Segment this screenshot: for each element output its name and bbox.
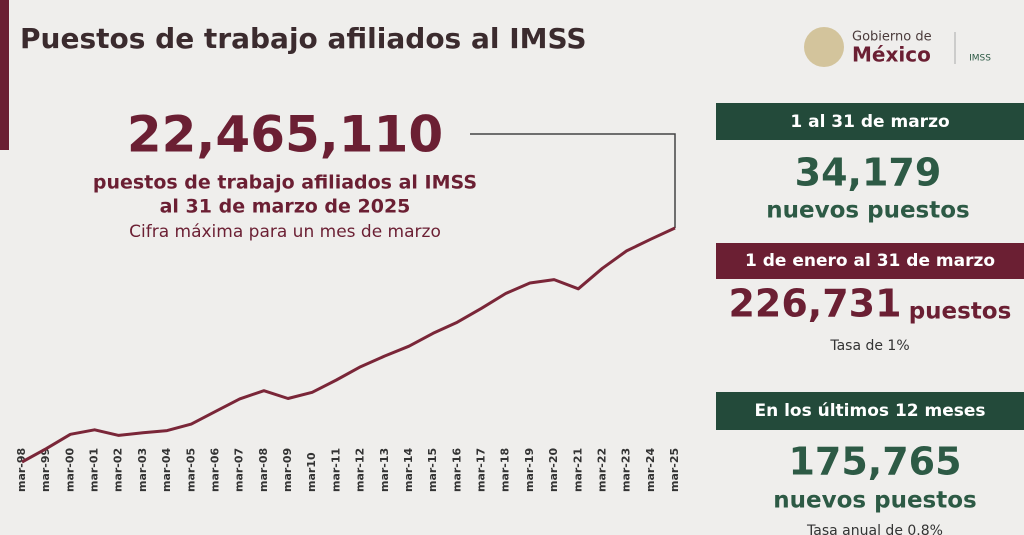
x-tick-label: mar-09	[281, 448, 294, 492]
x-tick-label: mar-06	[208, 447, 221, 492]
line	[21, 226, 676, 464]
x-tick-label: mar-21	[571, 448, 584, 492]
x-tick-label: mar-11	[329, 448, 342, 492]
x-tick-label: mar-01	[88, 448, 101, 492]
card-note: Tasa anual de 0.8%	[806, 523, 943, 535]
x-tick-label: mar-00	[63, 447, 76, 492]
x-tick-label: mar-08	[257, 448, 270, 492]
gov-line2: México	[852, 43, 931, 67]
x-tick-label: mar-05	[184, 448, 197, 492]
x-tick-label: mar-14	[402, 447, 415, 492]
x-tick-label: mar-13	[378, 448, 391, 492]
x-tick-label: mar-24	[644, 447, 657, 492]
imss-logo: IMSS	[969, 54, 991, 64]
annotation-line2: al 31 de marzo de 2025	[160, 196, 411, 218]
x-tick-label: mar-18	[499, 448, 512, 492]
title: Puestos de trabajo afiliados al IMSS	[20, 22, 587, 55]
card-unit: nuevos puestos	[766, 198, 969, 224]
x-tick-label: mar-15	[426, 448, 439, 492]
x-tick-label: mar-16	[450, 447, 463, 492]
x-tick-label: mar-23	[620, 448, 633, 492]
chart: mar-98 mar-99 mar-00 mar-01 mar-02 mar-03 mar-…	[15, 226, 681, 492]
x-tick-label: mar10	[305, 452, 318, 492]
x-tick-label: mar-98	[15, 448, 28, 492]
card-header	[716, 392, 1024, 430]
card-header	[716, 103, 1024, 140]
card-value: 175,765	[788, 440, 961, 484]
card-value: 226,731	[728, 282, 901, 326]
x-tick-label: mar-25	[668, 448, 681, 492]
card-unit: nuevos puestos	[773, 488, 976, 514]
x-tick-label: mar-99	[39, 448, 52, 492]
card-value: 34,179	[795, 151, 942, 195]
x-tick-label: mar-02	[112, 448, 125, 492]
x-tick-label: mar-12	[354, 448, 367, 492]
x-tick-label: mar-03	[136, 448, 149, 492]
annotation-value: 22,465,110	[127, 106, 443, 164]
x-tick-label: mar-04	[160, 447, 173, 492]
logo-emblem	[804, 27, 844, 67]
x-tick-label: mar-22	[595, 448, 608, 492]
card-unit: puestos	[909, 299, 1012, 325]
annotation-note: Cifra máxima para un mes de marzo	[129, 222, 441, 242]
x-tick-label: mar-17	[475, 448, 488, 492]
card-note: Tasa de 1%	[829, 338, 909, 354]
card-title: 1 al 31 de marzo	[790, 112, 949, 132]
gov-line1: Gobierno de	[852, 30, 932, 45]
annotation-line1: puestos de trabajo afiliados al IMSS	[93, 172, 477, 194]
card-title: 1 de enero al 31 de marzo	[745, 251, 995, 271]
accent-bar	[0, 0, 9, 150]
annotation-connector	[470, 133, 676, 228]
x-tick-label: mar-19	[523, 448, 536, 492]
x-tick-label: mar-20	[547, 447, 560, 492]
card-title: En los últimos 12 meses	[754, 401, 985, 421]
card-header	[716, 243, 1024, 279]
x-tick-label: mar-07	[233, 448, 246, 492]
